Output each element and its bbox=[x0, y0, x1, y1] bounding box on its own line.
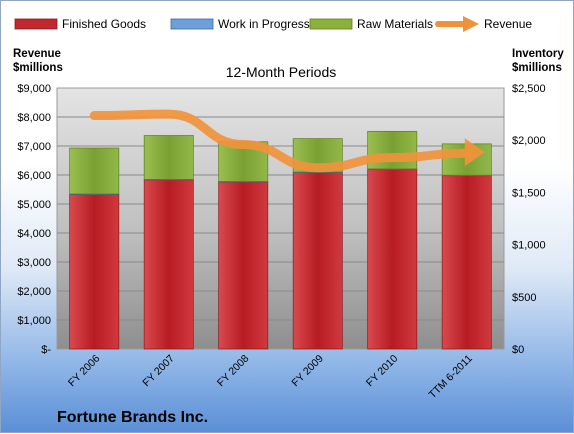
legend-item-revenue: Revenue bbox=[435, 16, 532, 32]
x-tick-label: FY 2010 bbox=[364, 353, 401, 390]
gridlines bbox=[57, 116, 504, 321]
bar-raw-materials bbox=[367, 130, 418, 170]
x-tick-label: FY 2008 bbox=[215, 353, 252, 390]
legend-label-raw-materials: Raw Materials bbox=[357, 17, 433, 31]
right-tick-label: $500 bbox=[512, 292, 536, 304]
left-tick-label: $5,000 bbox=[17, 199, 51, 211]
left-tick-label: $1,000 bbox=[17, 315, 51, 327]
right-axis-title-line1: Inventory bbox=[512, 48, 564, 60]
revenue-line bbox=[89, 109, 485, 173]
bar-finished-goods bbox=[143, 179, 194, 350]
x-tick-label: FY 2006 bbox=[66, 353, 103, 390]
left-tick-label: $9,000 bbox=[17, 83, 51, 95]
company-name: Fortune Brands Inc. bbox=[57, 409, 208, 426]
right-axis-ticks: $0 $500 $1,000 $1,500 $2,000 $2,500 bbox=[512, 83, 546, 356]
revenue-arrowhead bbox=[464, 138, 485, 167]
chart-title: 12-Month Periods bbox=[226, 64, 337, 80]
bar-finished-goods bbox=[441, 175, 492, 350]
legend-label-finished-goods: Finished Goods bbox=[62, 17, 146, 31]
right-tick-label: $2,500 bbox=[512, 83, 546, 95]
legend-label-work-in-progress: Work in Progress bbox=[218, 17, 310, 31]
left-tick-label: $6,000 bbox=[17, 170, 51, 182]
left-tick-label: $2,000 bbox=[17, 286, 51, 298]
right-tick-label: $1,000 bbox=[512, 240, 546, 252]
bar-finished-goods bbox=[69, 194, 120, 350]
plot-area bbox=[56, 87, 505, 350]
left-tick-label: $4,000 bbox=[17, 228, 51, 240]
bar-finished-goods bbox=[292, 172, 343, 350]
x-tick-label: FY 2007 bbox=[140, 353, 177, 390]
legend-swatch-work-in-progress bbox=[170, 18, 214, 30]
legend: Finished Goods Work in Progress Raw Mate… bbox=[14, 16, 532, 32]
right-tick-label: $1,500 bbox=[512, 187, 546, 199]
right-tick-label: $0 bbox=[512, 344, 524, 356]
legend-label-revenue: Revenue bbox=[484, 17, 532, 31]
bar-raw-materials bbox=[143, 135, 194, 180]
left-tick-label: $- bbox=[41, 344, 51, 356]
left-tick-label: $8,000 bbox=[17, 112, 51, 124]
left-axis-title-line2: $millions bbox=[13, 62, 63, 74]
legend-swatch-finished-goods bbox=[14, 18, 58, 30]
x-tick-label: TTM 6-2011 bbox=[426, 353, 474, 401]
legend-item-raw-materials: Raw Materials bbox=[309, 17, 433, 31]
legend-arrow-revenue bbox=[463, 16, 479, 32]
legend-item-work-in-progress: Work in Progress bbox=[170, 17, 310, 31]
right-tick-label: $2,000 bbox=[512, 135, 546, 147]
x-tick-label: FY 2009 bbox=[289, 353, 326, 390]
bar-finished-goods bbox=[218, 181, 269, 350]
bar-raw-materials bbox=[69, 147, 120, 195]
left-tick-label: $3,000 bbox=[17, 257, 51, 269]
legend-item-finished-goods: Finished Goods bbox=[14, 17, 146, 31]
x-axis-ticks: FY 2006 FY 2007 FY 2008 FY 2009 FY 2010 TTM 6… bbox=[66, 353, 475, 401]
left-tick-label: $7,000 bbox=[17, 141, 51, 153]
bar-finished-goods bbox=[367, 169, 418, 350]
left-axis-ticks: $- $1,000 $2,000 $3,000 $4,000 $5,000 $6,000 $7… bbox=[17, 83, 51, 356]
left-axis-title-line1: Revenue bbox=[13, 48, 61, 60]
revenue-series-line bbox=[89, 109, 472, 173]
right-axis-title-line2: $millions bbox=[512, 62, 562, 74]
legend-swatch-raw-materials bbox=[309, 18, 353, 30]
